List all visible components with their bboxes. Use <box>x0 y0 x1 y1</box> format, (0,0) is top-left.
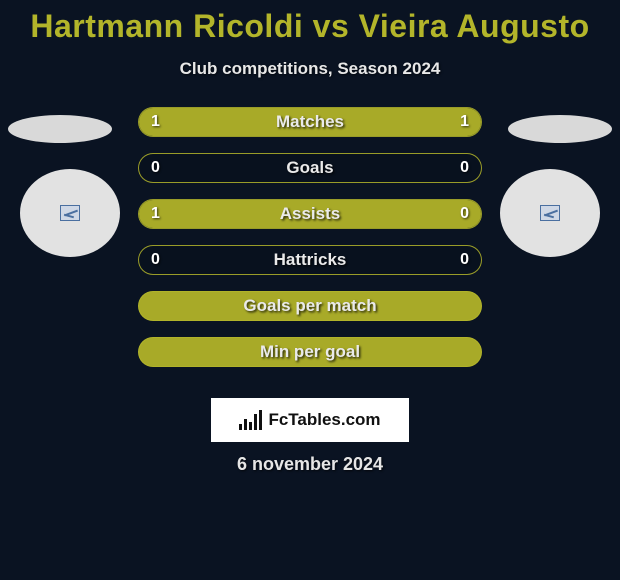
stat-label: Goals <box>139 158 481 178</box>
bar-fill-right <box>406 200 481 228</box>
image-placeholder-icon <box>540 205 560 221</box>
stat-label: Goals per match <box>139 296 481 316</box>
stat-value-right: 1 <box>460 113 469 131</box>
stat-value-left: 1 <box>151 205 160 223</box>
stat-row: 11Matches <box>138 107 482 137</box>
image-placeholder-icon <box>60 205 80 221</box>
stat-label: Hattricks <box>139 250 481 270</box>
stat-value-right: 0 <box>460 251 469 269</box>
player1-avatar <box>20 169 120 257</box>
stat-value-right: 0 <box>460 205 469 223</box>
watermark-text: FcTables.com <box>268 410 380 430</box>
stat-value-left: 0 <box>151 251 160 269</box>
bar-fill-left <box>139 108 310 136</box>
player2-avatar <box>500 169 600 257</box>
bar-fill-right <box>310 108 481 136</box>
player2-flag-placeholder <box>508 115 612 143</box>
stat-value-right: 0 <box>460 159 469 177</box>
stat-value-left: 0 <box>151 159 160 177</box>
page-title: Hartmann Ricoldi vs Vieira Augusto <box>0 0 620 45</box>
date-label: 6 november 2024 <box>0 454 620 475</box>
stat-row: Goals per match <box>138 291 482 321</box>
stat-row: 0 0Goals <box>138 153 482 183</box>
stat-bars: 11Matches00Goals10Assists00HattricksGoal… <box>138 107 482 383</box>
subtitle: Club competitions, Season 2024 <box>0 59 620 79</box>
stat-row: Min per goal <box>138 337 482 367</box>
comparison-chart: 11Matches00Goals10Assists00HattricksGoal… <box>0 107 620 387</box>
stat-row: 0 0Hattricks <box>138 245 482 275</box>
bar-fill-left <box>139 200 406 228</box>
stat-label: Min per goal <box>139 342 481 362</box>
stat-row: 10Assists <box>138 199 482 229</box>
stat-value-left: 1 <box>151 113 160 131</box>
player1-flag-placeholder <box>8 115 112 143</box>
watermark-logo-icon <box>239 410 262 430</box>
watermark: FcTables.com <box>211 398 409 442</box>
